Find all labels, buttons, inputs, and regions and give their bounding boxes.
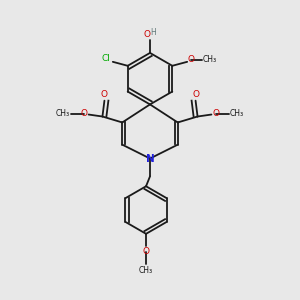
Text: N: N <box>146 154 154 164</box>
Text: CH₃: CH₃ <box>56 109 70 118</box>
Text: O: O <box>188 55 195 64</box>
Text: Cl: Cl <box>101 54 110 63</box>
Text: O: O <box>192 90 199 99</box>
Text: O: O <box>213 109 220 118</box>
Text: CH₃: CH₃ <box>230 109 244 118</box>
Text: O: O <box>142 247 149 256</box>
Text: O: O <box>101 90 108 99</box>
Text: O: O <box>143 30 151 39</box>
Text: CH₃: CH₃ <box>139 266 153 275</box>
Text: O: O <box>80 109 87 118</box>
Text: CH₃: CH₃ <box>203 55 217 64</box>
Text: H: H <box>150 28 156 37</box>
